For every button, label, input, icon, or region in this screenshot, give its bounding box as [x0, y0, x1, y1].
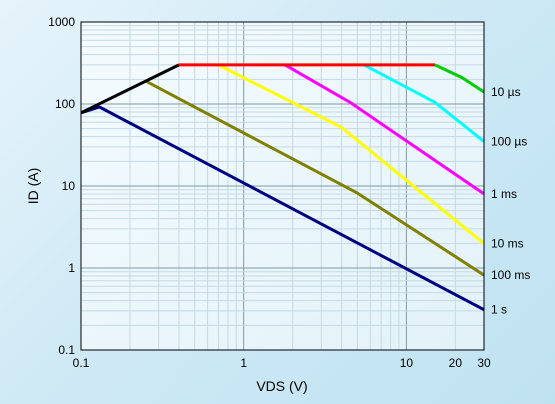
x-tick-label: 1 [240, 356, 247, 370]
series-labels: 1 s 100 ms 10 ms 1 ms 100 µs 10 µs [491, 85, 530, 317]
plot-frame [80, 21, 485, 351]
series-line [217, 63, 485, 245]
y-tick-label: 10 [62, 179, 76, 193]
series-label: 100 µs [491, 134, 527, 148]
y-tick-label: 100 [55, 97, 75, 111]
y-tick-label: 1 [68, 261, 75, 275]
series-label: 10 ms [491, 236, 524, 250]
series-label: 1 ms [491, 187, 517, 201]
x-tick-label: 30 [477, 356, 491, 370]
y-tick-labels: 0.1 1 10 100 1000 [48, 15, 75, 357]
y-axis-title: ID (A) [25, 168, 41, 205]
series-line [144, 79, 485, 277]
series-label: 1 s [491, 303, 507, 317]
x-tick-label: 0.1 [73, 356, 90, 370]
series-line [363, 63, 485, 143]
series-label: 10 µs [491, 85, 521, 99]
x-tick-label: 20 [449, 356, 463, 370]
series-line [284, 63, 485, 196]
boundary-line [80, 63, 180, 115]
x-tick-labels: 0.1 1 10 20 30 [73, 356, 491, 370]
series-line [434, 63, 485, 94]
y-tick-label: 1000 [48, 15, 75, 29]
x-tick-label: 10 [400, 356, 414, 370]
series-lines [80, 63, 485, 312]
y-tick-label: 0.1 [58, 343, 75, 357]
x-axis-title: VDS (V) [256, 378, 307, 394]
series-label: 100 ms [491, 268, 530, 282]
